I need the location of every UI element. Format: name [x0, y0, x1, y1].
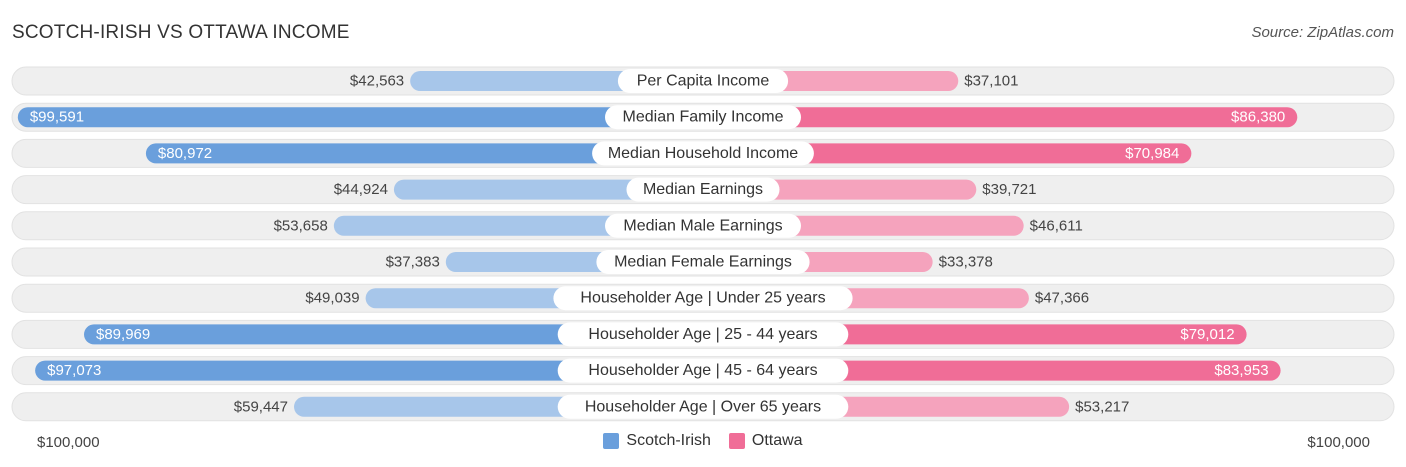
- row-3-category-label: Median Earnings: [643, 181, 763, 198]
- legend: Scotch-Irish Ottawa: [0, 432, 1406, 450]
- row-5-value-scotch-irish: $37,383: [386, 254, 440, 271]
- row-4-value-scotch-irish: $53,658: [274, 217, 328, 234]
- row-5-value-ottawa: $33,378: [939, 254, 993, 271]
- row-9-category-label: Householder Age | Over 65 years: [585, 398, 821, 415]
- row-8-category-label: Householder Age | 45 - 64 years: [588, 362, 817, 379]
- row-3-category-pill: [626, 177, 780, 202]
- row-1-category-label: Median Family Income: [623, 109, 784, 126]
- row-4-category-pill: [605, 213, 801, 238]
- axis-right-label: $100,000: [1307, 434, 1370, 451]
- row-0-value-ottawa: $37,101: [964, 73, 1018, 90]
- row-7-category-label: Householder Age | 25 - 44 years: [588, 326, 817, 343]
- row-6-category-label: Householder Age | Under 25 years: [580, 290, 825, 307]
- chart-title: SCOTCH-IRISH VS OTTAWA INCOME: [12, 22, 350, 43]
- row-2-category-label: Median Household Income: [608, 145, 798, 162]
- legend-item-ottawa: Ottawa: [728, 432, 803, 450]
- row-7-value-ottawa: $79,012: [1180, 326, 1234, 343]
- row-2-bar-scotch-irish: [145, 143, 703, 164]
- row-8-bar-scotch-irish: [35, 360, 704, 381]
- row-1-category-pill: [605, 105, 801, 130]
- legend-swatch-ottawa: [728, 433, 745, 449]
- legend-item-scotch-irish: Scotch-Irish: [603, 432, 711, 450]
- row-6-value-scotch-irish: $49,039: [305, 290, 359, 307]
- row-6-category-pill: [553, 286, 853, 311]
- row-5-category-label: Median Female Earnings: [614, 254, 792, 271]
- row-3-value-scotch-irish: $44,924: [334, 181, 388, 198]
- legend-label-scotch-irish: Scotch-Irish: [626, 432, 711, 449]
- row-2-value-ottawa: $70,984: [1125, 145, 1179, 162]
- row-0-category-pill: [617, 69, 789, 93]
- row-6-value-ottawa: $47,366: [1035, 290, 1089, 307]
- row-1-value-scotch-irish: $99,591: [30, 109, 84, 126]
- row-9-value-ottawa: $53,217: [1075, 398, 1129, 415]
- row-4-value-ottawa: $46,611: [1030, 217, 1083, 234]
- row-5-category-pill: [596, 250, 810, 274]
- row-0-category-label: Per Capita Income: [637, 73, 770, 90]
- row-7-category-pill: [557, 322, 849, 347]
- row-8-value-ottawa: $83,953: [1214, 362, 1268, 379]
- row-7-bar-scotch-irish: [84, 324, 703, 345]
- axis-left-label: $100,000: [37, 434, 100, 451]
- source-label: Source: ZipAtlas.com: [1251, 24, 1394, 41]
- row-3-bar-scotch-irish: [393, 179, 703, 200]
- legend-swatch-scotch-irish: [603, 433, 620, 449]
- row-2-value-scotch-irish: $80,972: [158, 145, 212, 162]
- row-7-value-scotch-irish: $89,969: [96, 326, 150, 343]
- row-1-bar-scotch-irish: [17, 107, 704, 128]
- row-2-category-pill: [592, 141, 814, 166]
- row-9-category-pill: [557, 394, 849, 419]
- row-3-value-ottawa: $39,721: [982, 181, 1036, 198]
- row-4-category-label: Median Male Earnings: [623, 217, 782, 234]
- row-8-category-pill: [557, 358, 849, 383]
- row-2-bar-ottawa: [703, 143, 1192, 164]
- row-8-bar-ottawa: [703, 360, 1281, 381]
- row-8-value-scotch-irish: $97,073: [47, 362, 101, 379]
- row-1-bar-ottawa: [703, 107, 1298, 128]
- row-9-value-scotch-irish: $59,447: [234, 398, 288, 415]
- row-1-value-ottawa: $86,380: [1231, 109, 1285, 126]
- row-0-value-scotch-irish: $42,563: [350, 73, 404, 90]
- legend-label-ottawa: Ottawa: [751, 432, 803, 449]
